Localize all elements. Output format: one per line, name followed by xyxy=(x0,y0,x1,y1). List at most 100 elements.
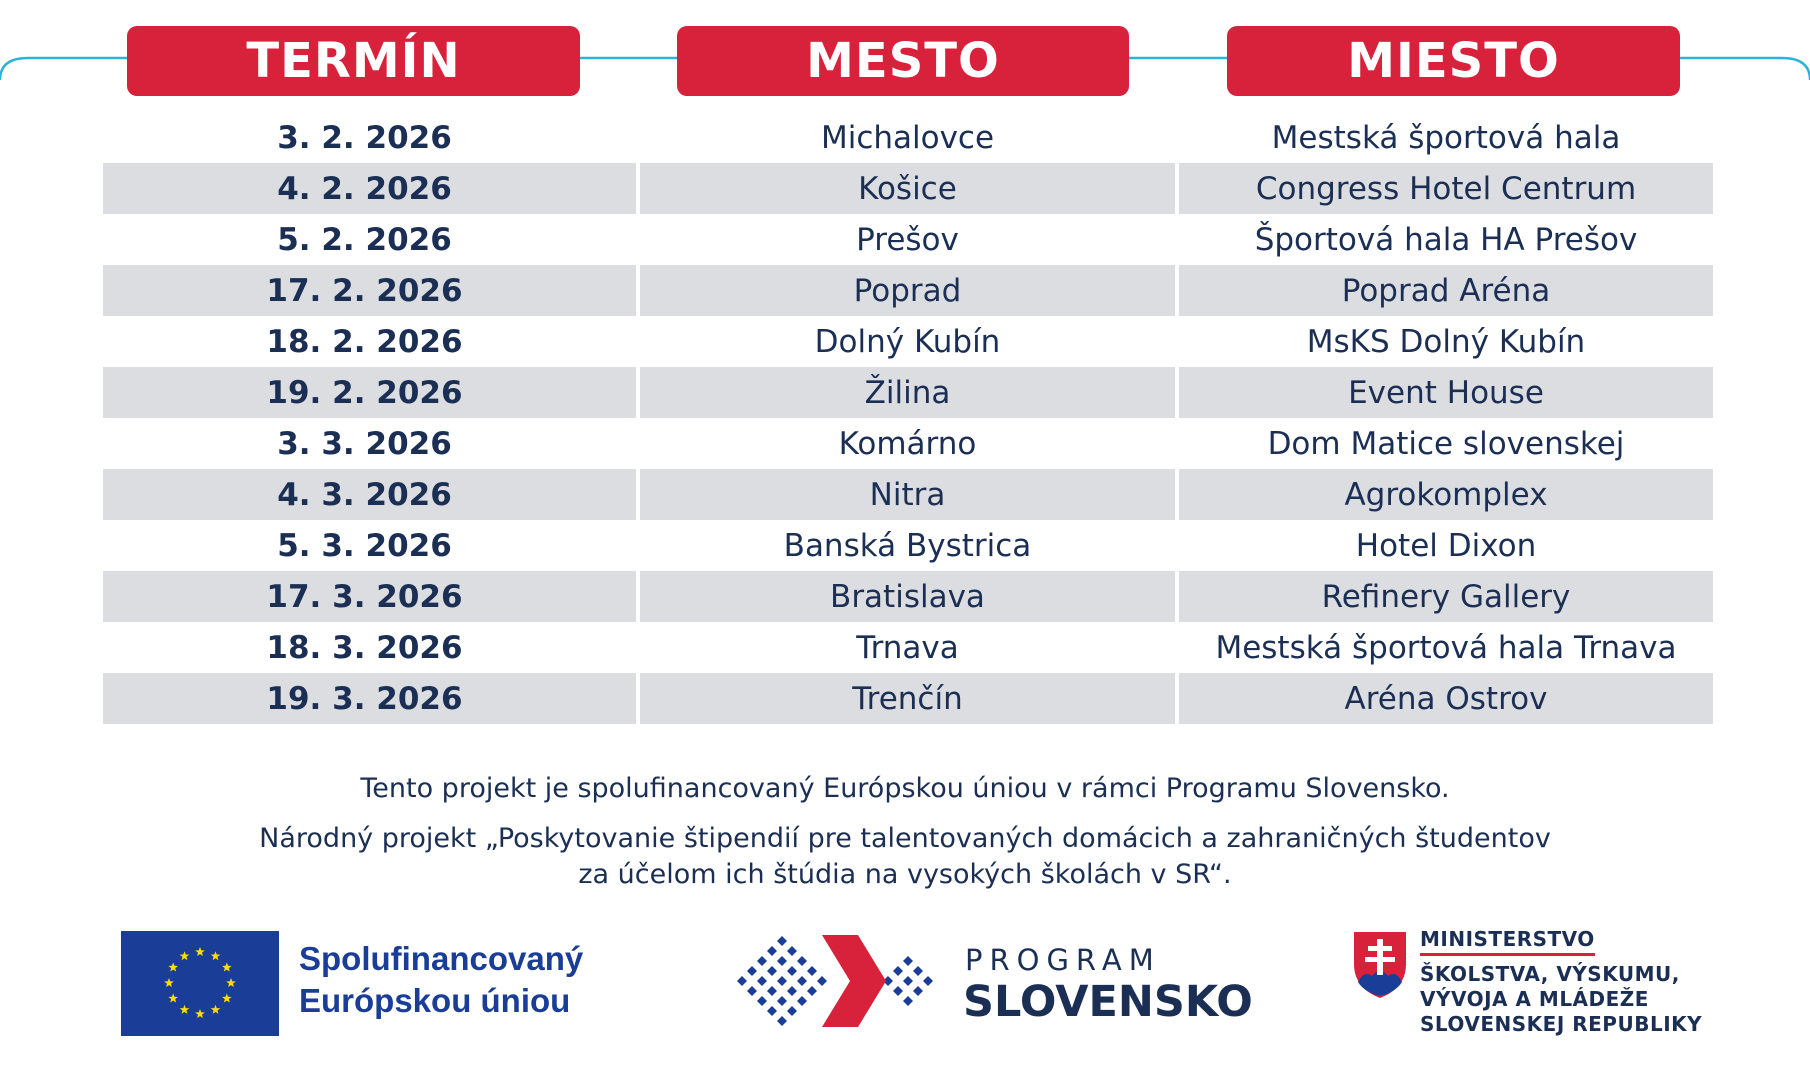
eu-star-icon xyxy=(179,951,190,961)
logo-dot-icon xyxy=(787,1006,797,1016)
program-slovensko-logo-icon xyxy=(737,935,933,1027)
table-row: 5. 3. 2026 Banská Bystrica Hotel Dixon xyxy=(103,520,1713,571)
table-row: 4. 2. 2026 Košice Congress Hotel Centrum xyxy=(103,163,1713,214)
venue-cell: Mestská športová hala Trnava xyxy=(1215,629,1677,666)
city-cell: Prešov xyxy=(856,221,959,258)
date-cell: 18. 2. 2026 xyxy=(266,323,463,360)
city-cell: Žilina xyxy=(640,367,1175,418)
logo-dot-icon xyxy=(777,956,787,966)
table-row: 4. 3. 2026 Nitra Agrokomplex xyxy=(103,469,1713,520)
city-cell: Poprad xyxy=(640,265,1175,316)
logo-dot-icon xyxy=(923,976,933,986)
logo-dot-icon xyxy=(777,996,787,1006)
logo-dot-icon xyxy=(767,966,777,976)
logo-dot-icon xyxy=(747,966,757,976)
header-termin: TERMÍN xyxy=(127,26,580,96)
eu-star-icon xyxy=(179,1004,190,1014)
venue-cell: Hotel Dixon xyxy=(1355,527,1537,564)
venue-cell: Športová hala HA Prešov xyxy=(1254,221,1638,258)
date-cell: 19. 2. 2026 xyxy=(103,367,636,418)
project-note-line2: za účelom ich štúdia na vysokých školách… xyxy=(578,859,1232,890)
logo-dot-icon xyxy=(777,976,787,986)
header-miesto: MIESTO xyxy=(1227,26,1680,96)
ministry-line1: MINISTERSTVO xyxy=(1420,927,1595,956)
project-note-line1: Národný projekt „Poskytovanie štipendií … xyxy=(259,823,1551,854)
slovensko-label: SLOVENSKO xyxy=(963,977,1253,1027)
table-row: 19. 3. 2026 Trenčín Aréna Ostrov xyxy=(103,673,1713,724)
logo-dot-icon xyxy=(787,986,797,996)
ministry-line2: ŠKOLSTVA, VÝSKUMU, xyxy=(1420,962,1680,986)
city-cell: Komárno xyxy=(838,425,977,462)
logo-dot-icon xyxy=(903,996,913,1006)
date-cell: 17. 3. 2026 xyxy=(103,571,636,622)
table-row: 3. 3. 2026 Komárno Dom Matice slovenskej xyxy=(103,418,1713,469)
eu-star-icon xyxy=(168,993,178,1003)
venue-cell: Congress Hotel Centrum xyxy=(1179,163,1713,214)
logo-dot-icon xyxy=(797,956,807,966)
eu-line2: Európskou úniou xyxy=(299,982,571,1019)
eu-flag-icon xyxy=(121,931,279,1036)
venue-cell: MsKS Dolný Kubín xyxy=(1306,323,1586,360)
venue-cell: Event House xyxy=(1179,367,1713,418)
date-cell: 17. 2. 2026 xyxy=(103,265,636,316)
table-row: 17. 3. 2026 Bratislava Refinery Gallery xyxy=(103,571,1713,622)
eu-star-icon xyxy=(164,978,174,987)
logo-dot-icon xyxy=(817,976,827,986)
eu-star-icon xyxy=(226,978,236,987)
eu-star-icon xyxy=(210,951,221,961)
city-cell: Dolný Kubín xyxy=(814,323,1001,360)
venue-cell: Poprad Aréna xyxy=(1179,265,1713,316)
city-cell: Košice xyxy=(640,163,1175,214)
logo-dot-icon xyxy=(807,966,817,976)
table-row: 17. 2. 2026 Poprad Poprad Aréna xyxy=(103,265,1713,316)
logo-dot-icon xyxy=(883,976,893,986)
logo-dot-icon xyxy=(757,976,767,986)
logo-dot-icon xyxy=(893,966,903,976)
city-cell: Nitra xyxy=(640,469,1175,520)
logo-dot-icon xyxy=(767,1006,777,1016)
table-row: 3. 2. 2026 Michalovce Mestská športová h… xyxy=(103,112,1713,163)
city-cell: Banská Bystrica xyxy=(783,527,1032,564)
date-cell: 5. 2. 2026 xyxy=(277,221,452,258)
city-cell: Michalovce xyxy=(820,119,995,156)
eu-star-icon xyxy=(222,993,232,1003)
program-label: PROGRAM xyxy=(965,943,1161,977)
logo-dot-icon xyxy=(777,936,787,946)
logo-dot-icon xyxy=(757,996,767,1006)
table-row: 18. 2. 2026 Dolný Kubín MsKS Dolný Kubín xyxy=(103,316,1713,367)
date-cell: 4. 3. 2026 xyxy=(103,469,636,520)
logo-dot-icon xyxy=(913,966,923,976)
ministry-line4: SLOVENSKEJ REPUBLIKY xyxy=(1420,1012,1703,1036)
logo-dot-icon xyxy=(747,986,757,996)
city-cell: Bratislava xyxy=(640,571,1175,622)
table-row: 5. 2. 2026 Prešov Športová hala HA Prešo… xyxy=(103,214,1713,265)
venue-cell: Aréna Ostrov xyxy=(1179,673,1713,724)
eu-star-icon xyxy=(168,962,178,972)
venue-cell: Refinery Gallery xyxy=(1179,571,1713,622)
logo-dot-icon xyxy=(797,976,807,986)
logo-dot-icon xyxy=(913,986,923,996)
eu-star-icon xyxy=(195,1009,205,1018)
logo-dot-icon xyxy=(903,956,913,966)
logo-dot-icon xyxy=(777,1016,787,1026)
table-row: 18. 3. 2026 Trnava Mestská športová hala… xyxy=(103,622,1713,673)
eu-cofinanced-label: Spolufinancovaný Európskou úniou xyxy=(299,938,583,1022)
logo-dot-icon xyxy=(787,946,797,956)
venue-cell: Dom Matice slovenskej xyxy=(1267,425,1625,462)
date-cell: 19. 3. 2026 xyxy=(103,673,636,724)
venue-cell: Mestská športová hala xyxy=(1271,119,1621,156)
eu-star-icon xyxy=(210,1004,221,1014)
city-cell: Trenčín xyxy=(640,673,1175,724)
logo-dot-icon xyxy=(767,986,777,996)
logo-dot-icon xyxy=(757,956,767,966)
eu-star-icon xyxy=(195,947,205,956)
logo-dot-icon xyxy=(903,976,913,986)
schedule-table: 3. 2. 2026 Michalovce Mestská športová h… xyxy=(103,112,1713,724)
logo-dot-icon xyxy=(767,946,777,956)
eu-line1: Spolufinancovaný xyxy=(299,940,584,977)
ministry-label: MINISTERSTVO ŠKOLSTVA, VÝSKUMU, VÝVOJA A… xyxy=(1420,927,1702,1037)
eu-star-icon xyxy=(222,962,232,972)
date-cell: 5. 3. 2026 xyxy=(277,527,452,564)
logo-dot-icon xyxy=(893,986,903,996)
city-cell: Trnava xyxy=(856,629,959,666)
